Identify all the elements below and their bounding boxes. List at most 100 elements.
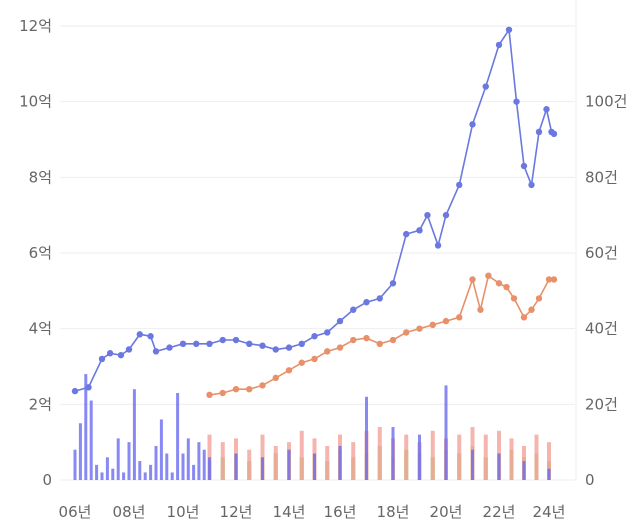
point-price_orange: [324, 348, 331, 355]
point-price_orange: [403, 329, 410, 336]
bar-blue: [170, 472, 174, 480]
bar-blue: [143, 472, 147, 480]
bar-pink: [430, 430, 435, 480]
point-price_blue: [71, 387, 79, 395]
point-price_blue: [535, 128, 543, 136]
bar-blue: [116, 438, 120, 480]
point-price_blue: [106, 350, 114, 357]
point-price_orange: [376, 340, 383, 347]
bar-pink: [273, 445, 278, 480]
point-price_orange: [485, 272, 492, 279]
bar-blue: [165, 453, 169, 480]
x-tick-label: 16년: [324, 503, 357, 521]
point-price_orange: [429, 321, 436, 329]
point-price_orange: [550, 276, 558, 283]
point-price_orange: [232, 386, 240, 393]
y-left-tick-label: 12억: [19, 17, 52, 35]
point-price_blue: [403, 230, 410, 238]
y-right-tick-label: 80건: [585, 168, 618, 186]
point-price_orange: [442, 317, 450, 325]
point-price_orange: [298, 359, 305, 366]
x-tick-label: 24년: [533, 503, 566, 521]
bar-blue: [100, 472, 104, 480]
y-left-tick-labels: 0 2억 4억 6억 8억 10억 12억: [19, 17, 52, 489]
point-price_orange: [363, 334, 370, 342]
point-price_blue: [520, 162, 528, 170]
bar-blue: [444, 385, 448, 480]
point-price_blue: [232, 336, 240, 344]
point-price_orange: [285, 367, 293, 374]
bar-pink: [377, 427, 382, 480]
point-price_orange: [311, 355, 318, 363]
bar-blue: [154, 445, 158, 480]
y-left-tick-label: 8억: [29, 168, 52, 186]
grid: [60, 0, 577, 481]
bar-blue: [338, 445, 342, 480]
point-price_blue: [416, 227, 423, 234]
bar-blue: [365, 396, 368, 480]
points: [71, 26, 558, 399]
point-price_orange: [259, 382, 266, 389]
point-price_orange: [416, 325, 423, 332]
point-price_orange: [545, 276, 553, 283]
bar-blue: [208, 457, 211, 480]
point-price_orange: [510, 295, 518, 302]
bar-pink: [534, 434, 539, 480]
point-price_orange: [219, 389, 226, 397]
point-price_orange: [456, 314, 463, 321]
bar-blue: [149, 464, 153, 480]
point-price_blue: [543, 106, 550, 113]
bar-blue: [522, 461, 526, 480]
point-price_orange: [350, 336, 357, 344]
bars-blue: [73, 374, 551, 480]
point-price_blue: [513, 98, 520, 105]
point-price_blue: [259, 342, 266, 349]
bar-blue: [73, 449, 77, 480]
point-price_blue: [147, 333, 154, 340]
point-price_orange: [477, 306, 484, 313]
bar-blue: [122, 472, 126, 480]
point-price_blue: [363, 298, 370, 306]
bar-pink: [509, 438, 514, 480]
point-price_blue: [442, 211, 450, 219]
point-price_blue: [469, 121, 476, 128]
point-price_blue: [166, 344, 173, 351]
point-price_blue: [193, 340, 200, 347]
bar-blue: [197, 442, 201, 480]
bar-blue: [261, 457, 264, 480]
x-tick-labels: 06년 08년 10년 12년 14년 16년 18년 20년 22년 24년: [59, 503, 566, 521]
point-price_blue: [424, 211, 431, 219]
point-price_blue: [272, 346, 279, 353]
point-price_blue: [528, 181, 535, 189]
bar-blue: [105, 457, 109, 480]
bar-blue: [313, 453, 316, 480]
point-price_blue: [336, 317, 344, 325]
y-right-tick-label: 60건: [585, 244, 618, 262]
x-tick-label: 22년: [483, 503, 516, 521]
point-price_orange: [469, 276, 476, 283]
bar-blue: [111, 468, 115, 480]
point-price_blue: [136, 331, 143, 338]
bar-blue: [78, 423, 82, 480]
point-price_blue: [85, 384, 92, 391]
point-price_blue: [298, 340, 305, 347]
point-price_orange: [495, 280, 503, 287]
point-price_blue: [98, 355, 106, 363]
point-price_blue: [434, 242, 442, 249]
point-price_blue: [505, 26, 513, 33]
point-price_blue: [456, 181, 463, 189]
y-right-tick-label: 20건: [585, 395, 618, 413]
bar-blue: [418, 434, 421, 480]
point-price_blue: [246, 340, 253, 347]
bar-blue: [181, 453, 185, 480]
x-tick-label: 14년: [273, 503, 306, 521]
point-price_blue: [350, 306, 357, 313]
x-tick-label: 12년: [220, 503, 253, 521]
y-left-tick-label: 10억: [19, 93, 52, 111]
series-line-price_orange: [209, 274, 554, 396]
point-price_orange: [336, 344, 344, 351]
bar-pink: [404, 434, 409, 480]
point-price_orange: [520, 314, 528, 321]
bar-blue: [159, 419, 163, 480]
